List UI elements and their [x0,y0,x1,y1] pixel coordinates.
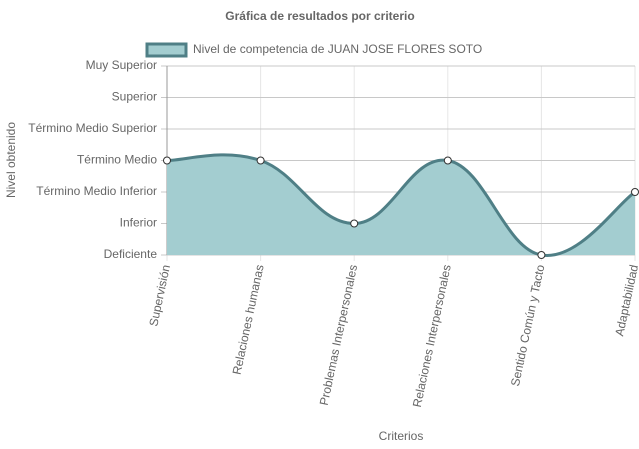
y-tick-label: Término Medio Superior [28,121,157,135]
legend-label: Nivel de competencia de JUAN JOSE FLORES… [193,42,482,56]
point [256,156,265,165]
point [163,156,171,165]
x-tick-label: Sentido Común y Tacto [508,263,548,387]
x-tick-label: Relaciones humanas [230,263,267,376]
y-tick-label: Término Medio [77,153,157,167]
x-tick-label: Relaciones Interpersonales [410,263,454,408]
legend-swatch [145,42,188,58]
y-axis-label: Nivel obtenido [4,122,18,198]
area-fill [167,154,635,256]
chart-title: Gráfica de resultados por criterio [225,9,414,23]
point [537,251,546,259]
y-tick-label: Inferior [120,216,157,230]
y-tick-label: Superior [112,90,157,104]
point [631,188,639,196]
x-axis-label: Criterios [379,429,424,443]
x-tick-label: Adaptabilidad [612,263,639,337]
y-tick-label: Deficiente [104,247,158,261]
x-tick-label: Supervisión [146,263,173,327]
x-tick-label: Problemas Interpersonales [317,263,361,406]
point [350,219,359,228]
y-tick-label: Muy Superior [86,58,157,72]
y-tick-label: Término Medio Inferior [36,184,157,198]
point [443,156,452,165]
